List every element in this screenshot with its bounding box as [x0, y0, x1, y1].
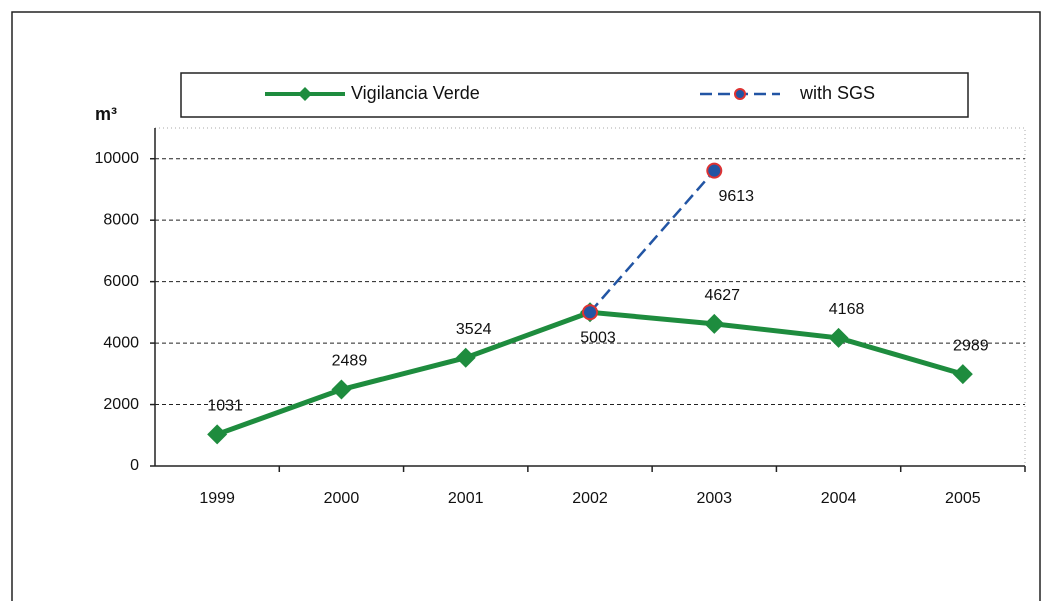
marker [704, 313, 725, 334]
data-label: 5003 [580, 329, 616, 346]
y-axis-label: m³ [95, 104, 117, 124]
y-tick-label: 10000 [95, 150, 140, 167]
marker [455, 347, 476, 368]
legend-marker [734, 88, 746, 100]
y-tick-label: 8000 [103, 211, 139, 228]
data-label: 2989 [953, 337, 989, 354]
y-tick-label: 6000 [103, 273, 139, 290]
marker [331, 379, 352, 400]
legend-label: with SGS [799, 83, 875, 103]
marker [207, 424, 228, 445]
data-label: 1031 [207, 398, 243, 415]
data-label: 4627 [704, 287, 740, 304]
x-tick-label: 2004 [821, 490, 857, 507]
marker [706, 162, 723, 179]
y-tick-label: 4000 [103, 334, 139, 351]
x-tick-label: 2002 [572, 490, 608, 507]
marker [828, 327, 849, 348]
x-tick-label: 1999 [199, 490, 235, 507]
x-tick-label: 2003 [696, 490, 732, 507]
y-tick-label: 0 [130, 457, 139, 474]
data-label: 3524 [456, 321, 492, 338]
x-tick-label: 2000 [324, 490, 360, 507]
legend-label: Vigilancia Verde [351, 83, 480, 103]
x-tick-label: 2005 [945, 490, 981, 507]
data-label: 9613 [718, 188, 754, 205]
data-label: 2489 [332, 353, 368, 370]
y-tick-label: 2000 [103, 396, 139, 413]
marker [582, 304, 598, 321]
data-label: 4168 [829, 301, 865, 318]
marker [952, 364, 973, 385]
series-line [589, 169, 716, 314]
x-tick-label: 2001 [448, 490, 484, 507]
legend-marker [298, 87, 312, 101]
